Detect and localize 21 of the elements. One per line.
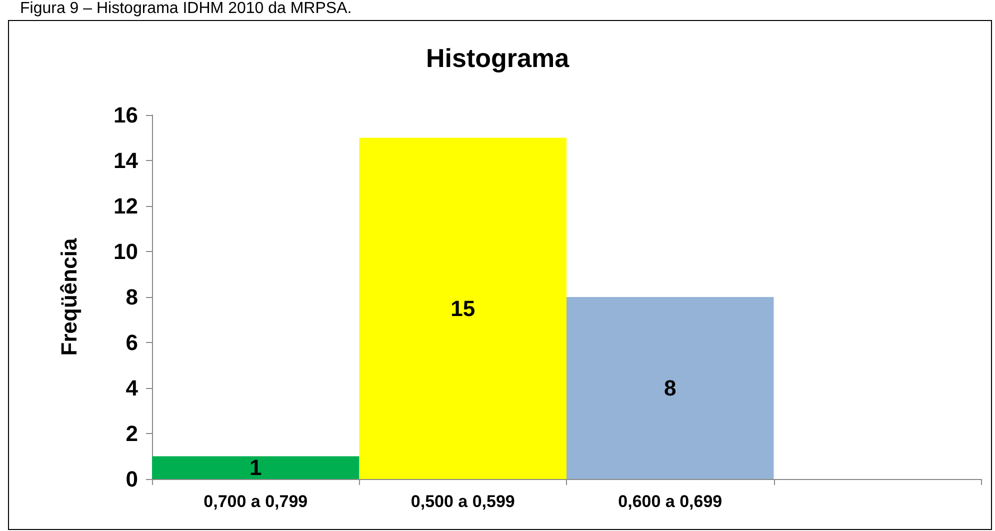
data-label: 15 [450, 296, 476, 321]
y-tick-label: 8 [126, 284, 138, 310]
y-tick-label: 6 [126, 330, 138, 355]
y-tick-label: 16 [114, 102, 138, 128]
text: Figura 9 – Histograma IDHM 2010 da MRPSA. [20, 0, 352, 18]
y-tick-label: 0 [126, 466, 138, 492]
data-label: 8 [664, 376, 676, 400]
chart-title: Histograma [426, 43, 570, 73]
y-tick-label: 10 [114, 239, 138, 264]
bar [152, 456, 360, 479]
data-label: 1 [250, 455, 262, 480]
bar [359, 138, 566, 479]
x-tick-label: 0,500 a 0,599 [410, 492, 515, 511]
x-tick-label: 0,700 a 0,799 [204, 492, 308, 511]
y-tick-label: 4 [126, 376, 139, 400]
y-tick-label: 2 [126, 421, 138, 446]
y-axis-title: Freqüência [56, 238, 82, 356]
y-tick-label: 12 [114, 194, 138, 218]
x-tick-label: 0,600 a 0,699 [618, 492, 722, 511]
y-tick-label: 14 [114, 148, 139, 173]
bar [566, 297, 774, 479]
